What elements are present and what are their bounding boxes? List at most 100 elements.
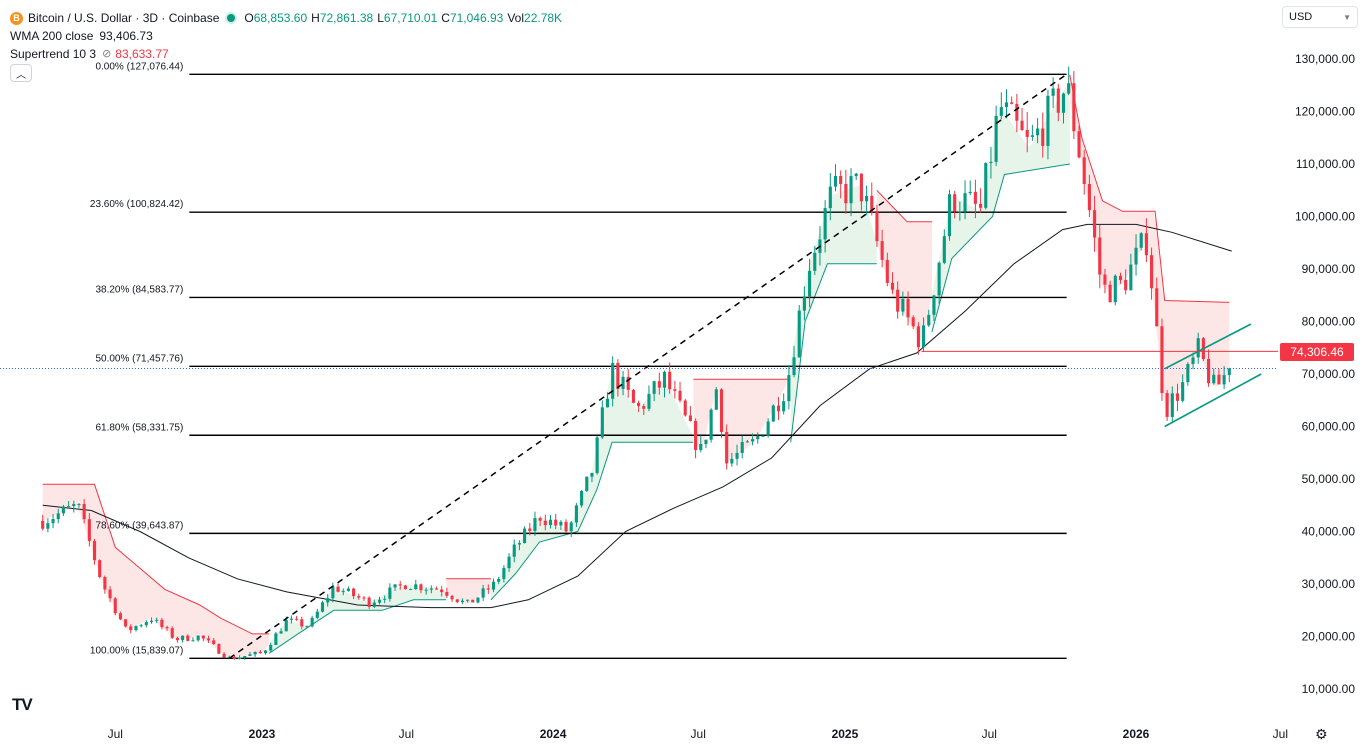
candle: [155, 619, 159, 621]
currency-select[interactable]: USD ▼: [1282, 6, 1358, 28]
volume-label: Vol: [507, 11, 525, 25]
supertrend-line: [931, 163, 1070, 333]
candle: [263, 650, 268, 654]
candle: [953, 194, 957, 212]
candle: [1227, 368, 1231, 376]
candle: [1041, 128, 1045, 146]
candle: [968, 191, 972, 194]
candle: [761, 435, 765, 437]
candle: [279, 631, 283, 634]
candle: [600, 407, 604, 438]
x-tick-label: Jul: [108, 727, 123, 741]
y-tick-label: 70,000.00: [1302, 367, 1356, 381]
candle: [305, 626, 309, 628]
chart-legend: B Bitcoin / U.S. Dollar · 3D · Coinbase …: [10, 9, 564, 63]
candle: [787, 375, 791, 402]
candle: [248, 654, 252, 657]
candle: [559, 521, 563, 526]
chevron-up-icon: ︿: [16, 69, 26, 81]
candle: [673, 389, 677, 391]
candle: [1170, 393, 1174, 417]
candle: [253, 651, 257, 655]
candle: [310, 617, 314, 627]
eye-icon[interactable]: ⊘: [102, 48, 112, 60]
x-tick-label: Jul: [399, 727, 414, 741]
candle: [792, 357, 796, 376]
y-tick-label: 60,000.00: [1302, 420, 1356, 434]
candle: [1061, 93, 1066, 113]
candle: [1222, 375, 1226, 385]
candle: [284, 619, 288, 632]
candle: [149, 620, 154, 623]
candle: [637, 402, 641, 407]
candle: [1217, 374, 1221, 385]
candle: [295, 618, 299, 620]
candle: [771, 405, 775, 422]
wma-value: 93,406.73: [99, 29, 153, 43]
y-tick-label: 100,000.00: [1295, 210, 1355, 224]
candle: [51, 519, 55, 524]
candle: [564, 521, 568, 532]
candle: [1030, 135, 1034, 137]
candle: [548, 519, 553, 526]
candle: [554, 519, 558, 526]
gear-icon[interactable]: ⚙: [1315, 726, 1328, 742]
tradingview-logo[interactable]: TV: [12, 695, 33, 714]
candle: [222, 653, 226, 658]
candle: [678, 390, 682, 401]
supertrend-fill: [790, 185, 877, 443]
wma-row[interactable]: WMA 200 close 93,406.73: [10, 27, 564, 45]
candle: [352, 588, 356, 597]
candle: [144, 622, 148, 626]
candle: [1155, 288, 1159, 327]
candle: [683, 400, 687, 416]
candle: [113, 598, 117, 614]
low-value: 67,710.01: [383, 11, 438, 25]
horizontal-level-price-label: 74,306.46: [1280, 343, 1354, 361]
candle: [735, 452, 739, 459]
supertrend-fill: [269, 584, 447, 654]
candle: [730, 458, 734, 464]
market-status-icon: [227, 14, 236, 22]
collapse-legend-button[interactable]: ︿: [10, 64, 32, 82]
supertrend-row[interactable]: Supertrend 10 3 ⊘ 83,633.77: [10, 45, 564, 63]
candle: [616, 362, 620, 390]
candle: [776, 405, 781, 412]
candle: [186, 635, 190, 641]
candle: [331, 586, 335, 599]
candle: [336, 586, 340, 592]
candle: [512, 544, 516, 557]
candle: [652, 381, 656, 394]
symbol-title[interactable]: Bitcoin / U.S. Dollar · 3D · Coinbase: [28, 11, 220, 25]
candle: [72, 504, 76, 506]
candle: [704, 439, 708, 445]
y-tick-label: 10,000.00: [1302, 682, 1356, 696]
supertrend-line: [42, 483, 270, 635]
candle: [942, 236, 946, 263]
candle: [989, 161, 993, 163]
fib-level-label: 38.20% (84,583.77): [95, 284, 183, 295]
x-tick-label: 2025: [832, 727, 859, 741]
candle: [440, 589, 444, 593]
candle: [175, 637, 179, 641]
candle: [528, 528, 532, 531]
candle: [1087, 183, 1091, 211]
candle: [813, 252, 817, 271]
candle: [766, 421, 770, 436]
candle: [595, 437, 599, 473]
candle: [372, 602, 376, 607]
candle: [1181, 382, 1185, 401]
candle: [1067, 83, 1071, 94]
open-label: O: [244, 11, 254, 25]
supertrend-name: Supertrend 10 3: [10, 47, 97, 61]
candle: [1010, 102, 1014, 104]
candle: [383, 598, 387, 600]
candle: [875, 212, 879, 242]
candle: [1108, 284, 1112, 303]
candle: [124, 619, 128, 627]
candle: [647, 393, 651, 409]
candle: [129, 626, 133, 631]
supertrend-fill: [446, 578, 491, 605]
high-value: 72,861.38: [319, 11, 374, 25]
